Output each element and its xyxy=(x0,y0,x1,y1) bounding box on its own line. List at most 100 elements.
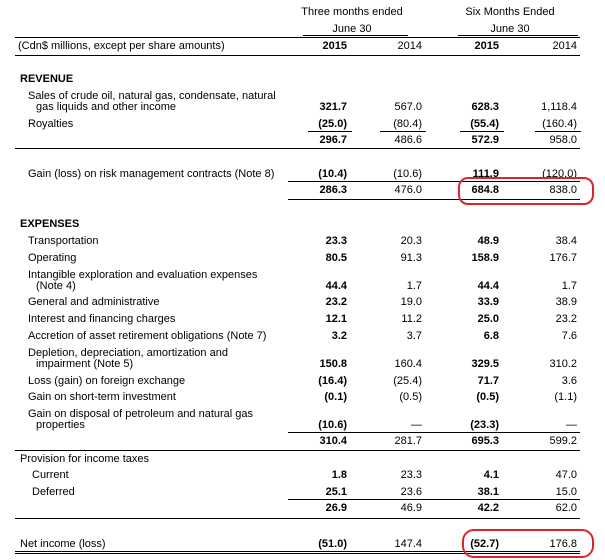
royalties-label: Royalties xyxy=(28,118,74,130)
expense-value: 7.6 xyxy=(561,330,577,342)
expenses-total: 310.4 xyxy=(319,435,347,447)
expense-value: (0.5) xyxy=(399,391,422,403)
subtotal-rule xyxy=(535,131,581,132)
tax-current-value: 1.8 xyxy=(331,469,347,481)
expense-label: Gain on disposal of petroleum and natura… xyxy=(28,408,254,420)
expenses-heading: EXPENSES xyxy=(20,218,80,230)
units-label: (Cdn$ millions, except per share amounts… xyxy=(18,40,225,52)
expense-value: 20.3 xyxy=(400,235,422,247)
highlight-circle xyxy=(458,177,594,205)
revenue-subtotal: 296.7 xyxy=(319,134,347,146)
expense-value: 33.9 xyxy=(477,296,499,308)
gain-value: (10.4) xyxy=(318,168,347,180)
expense-value: — xyxy=(566,419,577,431)
expense-value: 71.7 xyxy=(477,375,499,387)
gain-label: Gain (loss) on risk management contracts… xyxy=(28,168,275,180)
expense-value: 176.7 xyxy=(549,252,577,264)
expense-label: properties xyxy=(36,419,85,431)
expenses-total: 695.3 xyxy=(471,435,499,447)
expense-label: General and administrative xyxy=(28,296,160,308)
section-rule xyxy=(15,518,580,519)
expense-value: 11.2 xyxy=(401,313,422,325)
section-rule xyxy=(15,450,580,451)
expense-value: (10.6) xyxy=(318,419,347,431)
expense-value: 19.0 xyxy=(400,296,422,308)
expense-value: 48.9 xyxy=(477,235,499,247)
three-months-header: Three months ended xyxy=(301,6,403,18)
sales-label-line2: gas liquids and other income xyxy=(36,101,177,113)
expense-value: 25.0 xyxy=(477,313,499,325)
expenses-total-rule xyxy=(288,432,580,433)
tax-deferred-label: Deferred xyxy=(32,486,75,498)
expense-value: 3.2 xyxy=(331,330,347,342)
expense-value: 44.4 xyxy=(477,280,499,292)
expense-value: 6.8 xyxy=(483,330,499,342)
revenue-total-bottom-rule xyxy=(288,199,580,200)
revenue-total-rule xyxy=(288,181,580,182)
net-income-value: 147.4 xyxy=(394,538,422,550)
net-income-label: Net income (loss) xyxy=(20,538,106,550)
sales-value: 628.3 xyxy=(471,101,499,113)
expense-value: 158.9 xyxy=(471,252,499,264)
tax-current-value: 4.1 xyxy=(483,469,499,481)
expense-label: Interest and financing charges xyxy=(28,313,176,325)
revenue-total: 838.0 xyxy=(549,184,577,196)
expense-value: (0.5) xyxy=(476,391,499,403)
revenue-subtotal: 486.6 xyxy=(394,134,422,146)
revenue-total: 476.0 xyxy=(394,184,422,196)
royalties-value: (25.0) xyxy=(318,118,347,130)
expense-value: 44.4 xyxy=(325,280,347,292)
tax-deferred-value: 38.1 xyxy=(477,486,499,498)
expense-value: 1.7 xyxy=(406,280,422,292)
expense-value: 160.4 xyxy=(394,358,422,370)
sales-value: 1,118.4 xyxy=(541,101,577,113)
expense-value: 80.5 xyxy=(325,252,347,264)
expense-label: Operating xyxy=(28,252,77,264)
gain-value: (10.6) xyxy=(393,168,422,180)
revenue-total: 684.8 xyxy=(471,184,499,196)
expense-value: 150.8 xyxy=(319,358,347,370)
year-col-2: 2014 xyxy=(397,40,422,52)
revenue-subtotal: 958.0 xyxy=(549,134,577,146)
expense-label: Intangible exploration and evaluation ex… xyxy=(28,269,258,281)
expense-label: Transportation xyxy=(28,235,99,247)
highlight-circle xyxy=(462,529,594,558)
expense-label: Gain on short-term investment xyxy=(28,391,176,403)
tax-deferred-value: 23.6 xyxy=(400,486,422,498)
subtotal-rule xyxy=(380,131,426,132)
six-months-underline xyxy=(458,35,578,36)
year-col-1: 2015 xyxy=(322,40,347,52)
year-col-3: 2015 xyxy=(474,40,499,52)
six-months-header: Six Months Ended xyxy=(465,6,555,18)
tax-deferred-value: 15.0 xyxy=(555,486,577,498)
royalties-value: (80.4) xyxy=(393,118,422,130)
expense-label: impairment (Note 5) xyxy=(36,358,134,370)
taxes-heading: Provision for income taxes xyxy=(20,453,149,465)
taxes-total: 26.9 xyxy=(325,502,347,514)
expense-label: Depletion, depreciation, amortization an… xyxy=(28,347,228,359)
expense-label: (Note 4) xyxy=(36,280,76,292)
header-top-rule xyxy=(15,37,580,38)
net-income-value: 176.8 xyxy=(549,538,577,550)
expense-value: 91.3 xyxy=(400,252,422,264)
royalties-value: (160.4) xyxy=(542,118,577,130)
expense-value: (25.4) xyxy=(393,375,422,387)
three-months-date: June 30 xyxy=(332,23,372,35)
expense-value: 3.6 xyxy=(561,375,577,387)
expense-value: (0.1) xyxy=(324,391,347,403)
sales-label-line1: Sales of crude oil, natural gas, condens… xyxy=(28,90,276,102)
royalties-value: (55.4) xyxy=(470,118,499,130)
revenue-subtotal: 572.9 xyxy=(471,134,499,146)
expense-label: Accretion of asset retirement obligation… xyxy=(28,330,267,342)
year-col-4: 2014 xyxy=(552,40,577,52)
net-income-value: (51.0) xyxy=(318,538,347,550)
expenses-total: 281.7 xyxy=(394,435,422,447)
expense-label: Loss (gain) on foreign exchange xyxy=(28,375,186,387)
taxes-total: 46.9 xyxy=(400,502,422,514)
section-rule xyxy=(15,148,580,149)
sales-value: 321.7 xyxy=(319,101,347,113)
revenue-heading: REVENUE xyxy=(20,73,74,85)
tax-current-value: 47.0 xyxy=(555,469,577,481)
six-months-date: June 30 xyxy=(490,23,530,35)
